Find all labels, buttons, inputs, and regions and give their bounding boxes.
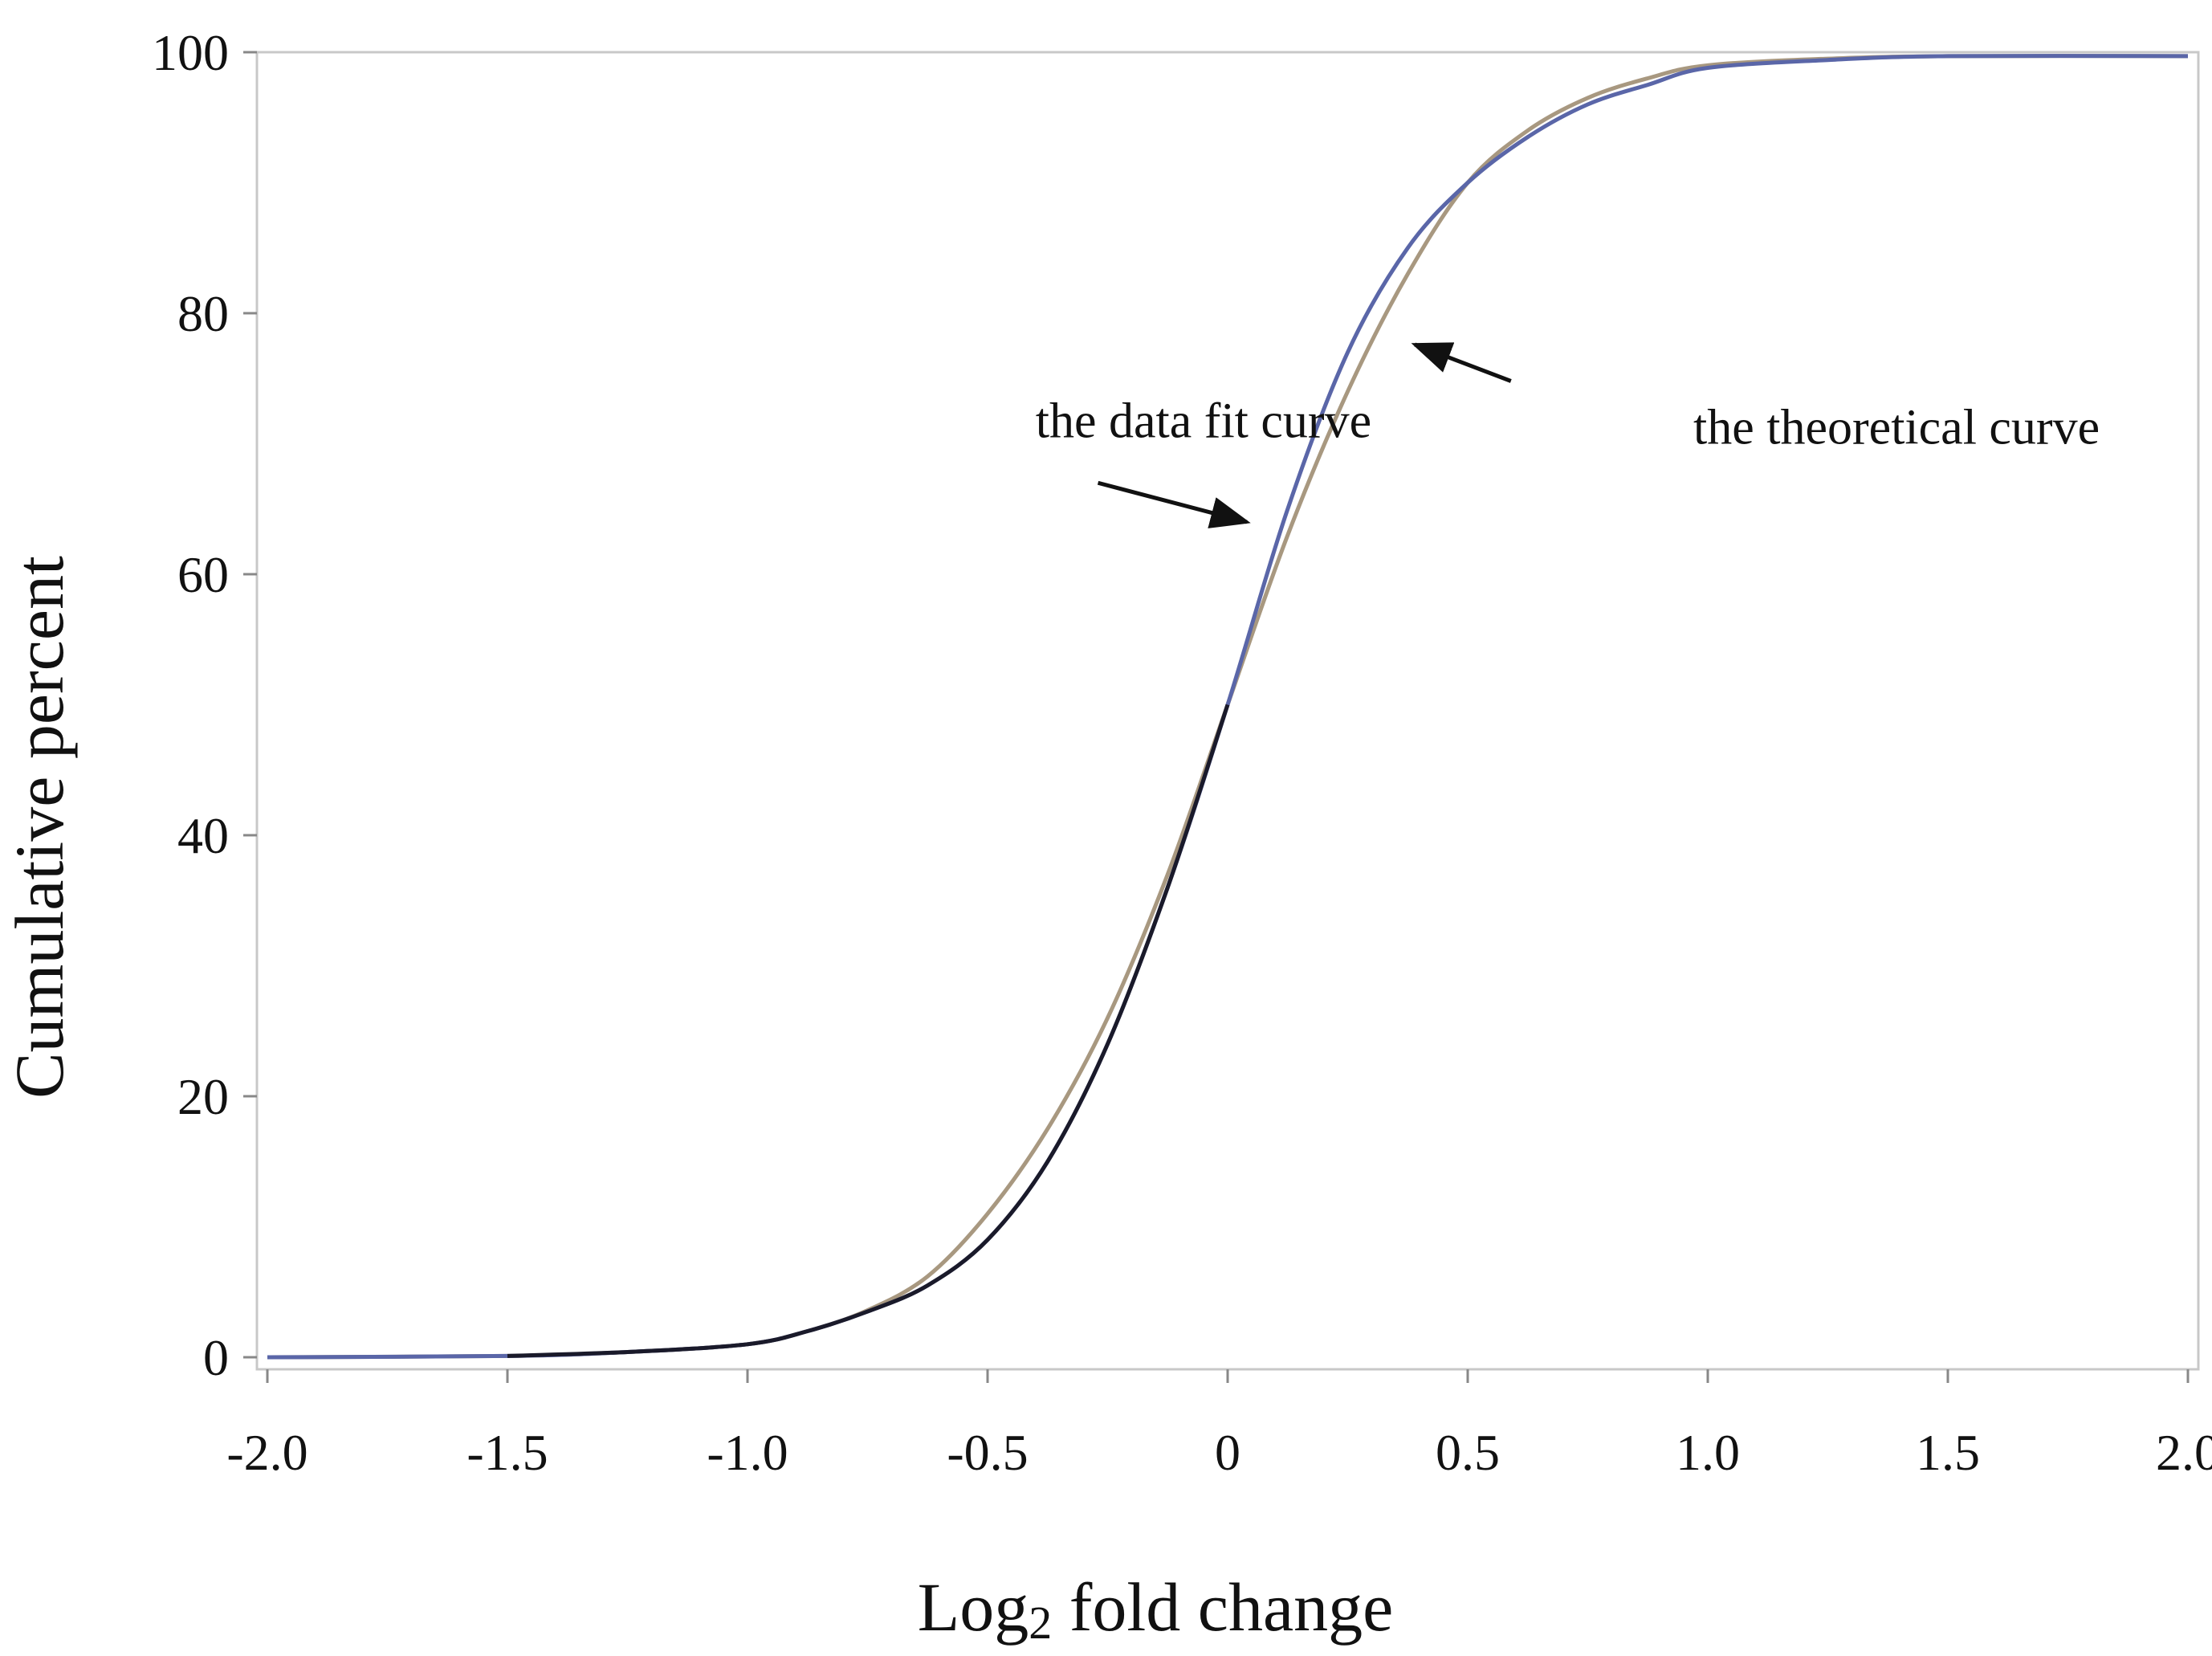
x-tick-label: -1.0 (707, 1424, 788, 1481)
series-layer (267, 54, 2189, 1360)
y-tick-label: 0 (203, 1329, 229, 1386)
annotation-arrow-2 (1411, 342, 1512, 383)
x-axis-title-subscript: 2 (1029, 1597, 1052, 1649)
x-axis-title-main: Log (918, 1568, 1029, 1646)
y-axis: 0 20 40 60 80 100 (152, 24, 259, 1386)
y-tick-label: 60 (177, 546, 229, 603)
series-overlap-line (507, 704, 1230, 1358)
annotation-label-1: the data fit curve (1036, 394, 1371, 448)
x-axis-title-rest: fold change (1052, 1568, 1393, 1646)
x-tick-label: -1.5 (466, 1424, 548, 1481)
y-tick-label: 100 (152, 24, 229, 81)
y-axis-title: Cumulative percent (1, 556, 78, 1099)
x-tick-label: -0.5 (947, 1424, 1028, 1481)
x-tick-label: 1.5 (1916, 1424, 1980, 1481)
x-tick-label: 1.0 (1676, 1424, 1740, 1481)
annotation-arrow-1 (1097, 480, 1251, 528)
x-tick-label: -2.0 (226, 1424, 308, 1481)
x-tick-label: 2.0 (2156, 1424, 2212, 1481)
x-axis: -2.0 -1.5 -1.0 -0.5 0 0.5 1.0 1.5 2.0 (226, 1368, 2212, 1481)
x-axis-title: Log2 fold change (918, 1568, 1394, 1649)
annotation-layer: the data fit curve the theoretical curve (1036, 342, 2100, 528)
y-tick-label: 20 (177, 1068, 229, 1125)
y-tick-label: 80 (177, 285, 229, 342)
x-tick-label: 0.5 (1436, 1424, 1500, 1481)
x-tick-label: 0 (1215, 1424, 1240, 1481)
y-tick-label: 40 (177, 807, 229, 864)
annotation-label-2: the theoretical curve (1693, 401, 2100, 455)
